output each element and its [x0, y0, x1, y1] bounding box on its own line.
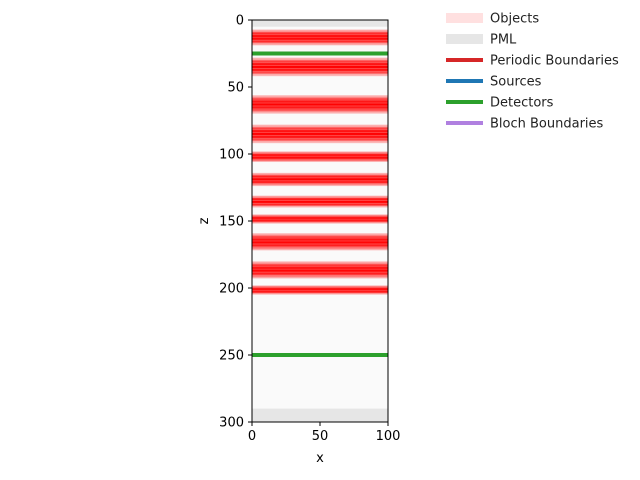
- y-axis-label: z: [197, 217, 212, 224]
- x-axis-label: x: [316, 451, 324, 466]
- object-layer: [252, 214, 388, 224]
- y-tick-label: 50: [227, 81, 244, 96]
- legend-label: Bloch Boundaries: [490, 117, 604, 132]
- object-layer: [252, 95, 388, 114]
- legend: Objects PML Periodic Boundaries Sources Dete…: [446, 12, 619, 132]
- legend-label: Periodic Boundaries: [490, 54, 619, 69]
- x-tick-label: 100: [376, 429, 401, 444]
- object-layer: [252, 261, 388, 279]
- object-layer: [252, 57, 388, 77]
- y-tick-label: 150: [219, 215, 244, 230]
- y-tick-label: 250: [219, 349, 244, 364]
- x-tick-label: 50: [312, 429, 329, 444]
- legend-swatch: [446, 13, 483, 23]
- pml-region: [252, 20, 388, 27]
- object-layer: [252, 29, 388, 46]
- plot-area: [252, 20, 388, 422]
- x-tick-label: 0: [248, 429, 256, 444]
- legend-label: Objects: [490, 12, 539, 27]
- object-layer: [252, 233, 388, 251]
- legend-swatch: [446, 34, 483, 44]
- y-tick-label: 0: [236, 14, 244, 29]
- y-tick-label: 200: [219, 282, 244, 297]
- object-layer: [252, 172, 388, 187]
- object-layer: [252, 124, 388, 144]
- object-layer: [252, 195, 388, 208]
- axes: 0 50 100 0 50 100 150 200 250 300 x z: [197, 14, 400, 467]
- y-tick-label: 300: [219, 416, 244, 431]
- object-layer: [252, 151, 388, 163]
- legend-label: PML: [490, 33, 517, 48]
- object-layer: [252, 285, 388, 295]
- legend-label: Sources: [490, 75, 542, 90]
- pml-region: [252, 408, 388, 422]
- y-tick-label: 100: [219, 148, 244, 163]
- legend-label: Detectors: [490, 96, 554, 111]
